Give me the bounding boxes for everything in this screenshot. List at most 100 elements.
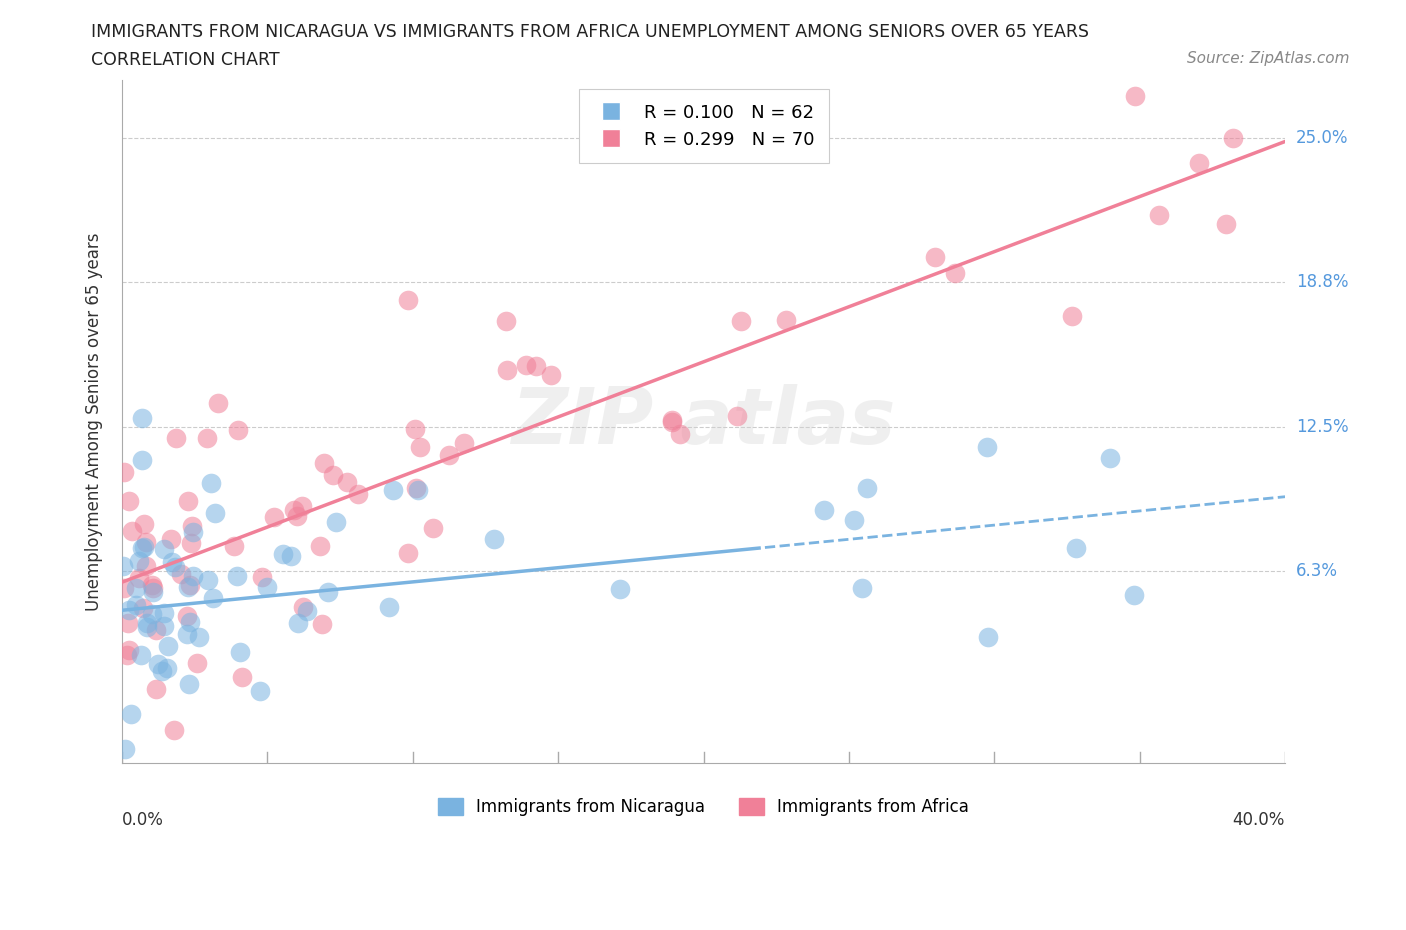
Text: IMMIGRANTS FROM NICARAGUA VS IMMIGRANTS FROM AFRICA UNEMPLOYMENT AMONG SENIORS O: IMMIGRANTS FROM NICARAGUA VS IMMIGRANTS …: [91, 23, 1090, 41]
Point: [152, 664, 174, 679]
Point: [153, 618, 176, 633]
Point: [943, 265, 966, 280]
Point: [977, 630, 1000, 644]
Text: 18.8%: 18.8%: [1296, 272, 1348, 290]
Point: [152, 541, 174, 556]
Point: [396, 546, 419, 561]
Point: [112, 580, 135, 595]
Point: [120, 707, 142, 722]
Point: [117, 616, 139, 631]
Point: [316, 585, 339, 600]
Point: [165, 771, 187, 786]
Point: [813, 502, 835, 517]
Legend: R = 0.100   N = 62, R = 0.299   N = 70: R = 0.100 N = 62, R = 0.299 N = 70: [579, 89, 828, 163]
Point: [382, 483, 405, 498]
Point: [179, 578, 201, 592]
Point: [226, 423, 249, 438]
Point: [1147, 207, 1170, 222]
Point: [159, 531, 181, 546]
Point: [1215, 217, 1237, 232]
Point: [422, 521, 444, 536]
Point: [128, 553, 150, 568]
Point: [131, 452, 153, 467]
Point: [256, 579, 278, 594]
Point: [111, 559, 134, 574]
Point: [132, 601, 155, 616]
Point: [114, 742, 136, 757]
Point: [118, 643, 141, 658]
Point: [222, 538, 245, 553]
Point: [661, 415, 683, 430]
Point: [396, 293, 419, 308]
Point: [285, 508, 308, 523]
Point: [291, 498, 314, 513]
Point: [181, 518, 204, 533]
Point: [135, 534, 157, 549]
Point: [404, 421, 426, 436]
Point: [378, 600, 401, 615]
Point: [146, 658, 169, 672]
Point: [125, 597, 148, 612]
Point: [176, 609, 198, 624]
Point: [271, 547, 294, 562]
Point: [1222, 130, 1244, 145]
Point: [1123, 588, 1146, 603]
Point: [131, 411, 153, 426]
Point: [165, 560, 187, 575]
Point: [148, 867, 170, 882]
Point: [495, 363, 517, 378]
Point: [180, 536, 202, 551]
Point: [775, 312, 797, 327]
Point: [1064, 540, 1087, 555]
Point: [226, 569, 249, 584]
Point: [145, 623, 167, 638]
Point: [515, 357, 537, 372]
Point: [141, 578, 163, 592]
Point: [314, 456, 336, 471]
Point: [207, 395, 229, 410]
Text: ZIP atlas: ZIP atlas: [512, 384, 896, 459]
Point: [439, 447, 461, 462]
Point: [134, 539, 156, 554]
Point: [170, 566, 193, 581]
Point: [152, 605, 174, 620]
Point: [309, 538, 332, 553]
Point: [325, 514, 347, 529]
Point: [115, 648, 138, 663]
Text: 6.3%: 6.3%: [1296, 562, 1339, 580]
Point: [195, 431, 218, 445]
Point: [131, 647, 153, 662]
Point: [725, 408, 748, 423]
Point: [118, 494, 141, 509]
Point: [661, 413, 683, 428]
Point: [134, 517, 156, 532]
Point: [730, 313, 752, 328]
Point: [292, 599, 315, 614]
Point: [250, 570, 273, 585]
Point: [128, 571, 150, 586]
Point: [186, 655, 208, 670]
Point: [156, 638, 179, 653]
Point: [844, 512, 866, 527]
Point: [181, 525, 204, 539]
Point: [131, 540, 153, 555]
Point: [176, 627, 198, 642]
Point: [177, 579, 200, 594]
Point: [669, 426, 692, 441]
Point: [112, 465, 135, 480]
Point: [204, 506, 226, 521]
Point: [142, 581, 165, 596]
Point: [924, 249, 946, 264]
Point: [280, 549, 302, 564]
Point: [202, 591, 225, 605]
Point: [283, 502, 305, 517]
Point: [453, 435, 475, 450]
Point: [287, 616, 309, 631]
Point: [405, 481, 427, 496]
Point: [311, 617, 333, 631]
Text: Source: ZipAtlas.com: Source: ZipAtlas.com: [1187, 51, 1350, 66]
Point: [295, 604, 318, 618]
Point: [160, 555, 183, 570]
Point: [165, 431, 187, 445]
Point: [976, 439, 998, 454]
